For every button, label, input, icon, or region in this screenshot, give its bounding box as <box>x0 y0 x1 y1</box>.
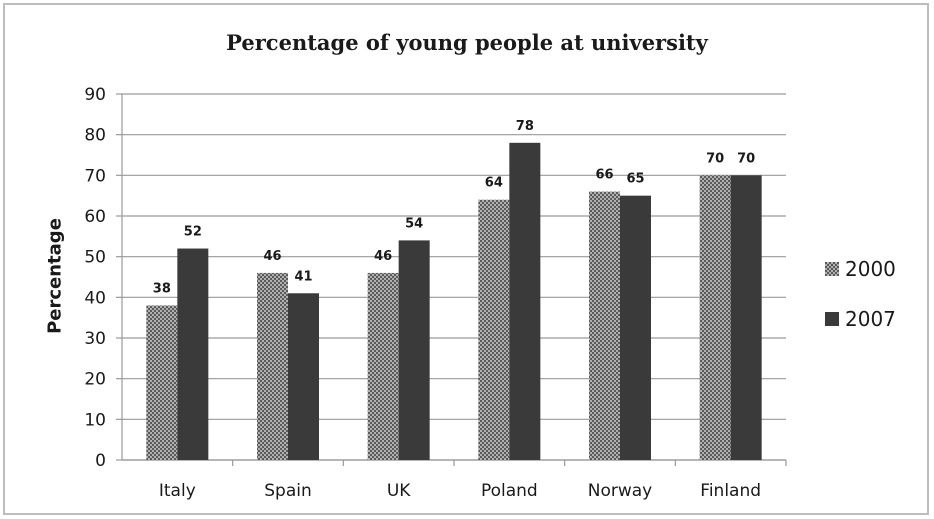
data-label-2007-uk: 54 <box>405 216 423 231</box>
y-tick-label: 0 <box>95 451 106 471</box>
data-label-2007-norway: 65 <box>626 172 644 187</box>
x-tick-label-italy: Italy <box>159 481 196 501</box>
legend-label-2007: 2007 <box>845 307 896 331</box>
x-tick-label-spain: Spain <box>264 481 312 501</box>
data-label-2000-spain: 46 <box>263 249 281 264</box>
legend: 2000 2007 <box>825 256 896 356</box>
y-tick-label: 10 <box>84 410 106 430</box>
bar-2007-spain <box>288 293 319 460</box>
y-tick-label: 40 <box>84 288 106 308</box>
y-tick-label: 70 <box>84 166 106 186</box>
data-label-2000-poland: 64 <box>485 176 503 191</box>
x-tick-label-uk: UK <box>387 481 411 501</box>
y-tick-label: 20 <box>84 370 106 390</box>
legend-item-2007: 2007 <box>825 306 896 332</box>
data-label-2000-norway: 66 <box>595 168 613 183</box>
chart-title: Percentage of young people at university <box>226 30 708 55</box>
bar-2000-norway <box>589 191 620 460</box>
data-label-2007-finland: 70 <box>737 151 755 166</box>
y-tick-label: 50 <box>84 248 106 268</box>
data-label-2000-uk: 46 <box>374 249 392 264</box>
legend-item-2000: 2000 <box>825 256 896 282</box>
y-tick-label: 80 <box>84 126 106 146</box>
bar-2007-finland <box>730 175 762 461</box>
data-label-2000-finland: 70 <box>706 151 724 166</box>
data-label-2007-italy: 52 <box>184 225 202 240</box>
data-label-2007-poland: 78 <box>516 119 534 134</box>
bar-2007-poland <box>509 142 541 461</box>
legend-swatch-2007 <box>825 312 839 326</box>
bar-2007-italy <box>177 248 209 460</box>
data-label-2007-spain: 41 <box>294 269 312 284</box>
x-tick-label-norway: Norway <box>588 481 653 501</box>
x-tick-label-poland: Poland <box>481 481 538 501</box>
data-label-2000-italy: 38 <box>153 281 171 296</box>
legend-label-2000: 2000 <box>845 257 896 281</box>
bar-2000-uk <box>367 272 399 460</box>
bar-2007-uk <box>398 240 430 460</box>
legend-swatch-2000 <box>825 262 839 276</box>
x-tick-label-finland: Finland <box>700 481 761 501</box>
y-tick-label: 90 <box>84 85 106 105</box>
bar-2000-finland <box>699 175 731 461</box>
y-tick-label: 30 <box>84 329 106 349</box>
bar-2000-spain <box>257 272 288 460</box>
bar-2000-poland <box>478 199 510 460</box>
bar-2007-norway <box>620 195 651 460</box>
y-tick-label: 60 <box>84 207 106 227</box>
bar-2000-italy <box>146 305 178 460</box>
